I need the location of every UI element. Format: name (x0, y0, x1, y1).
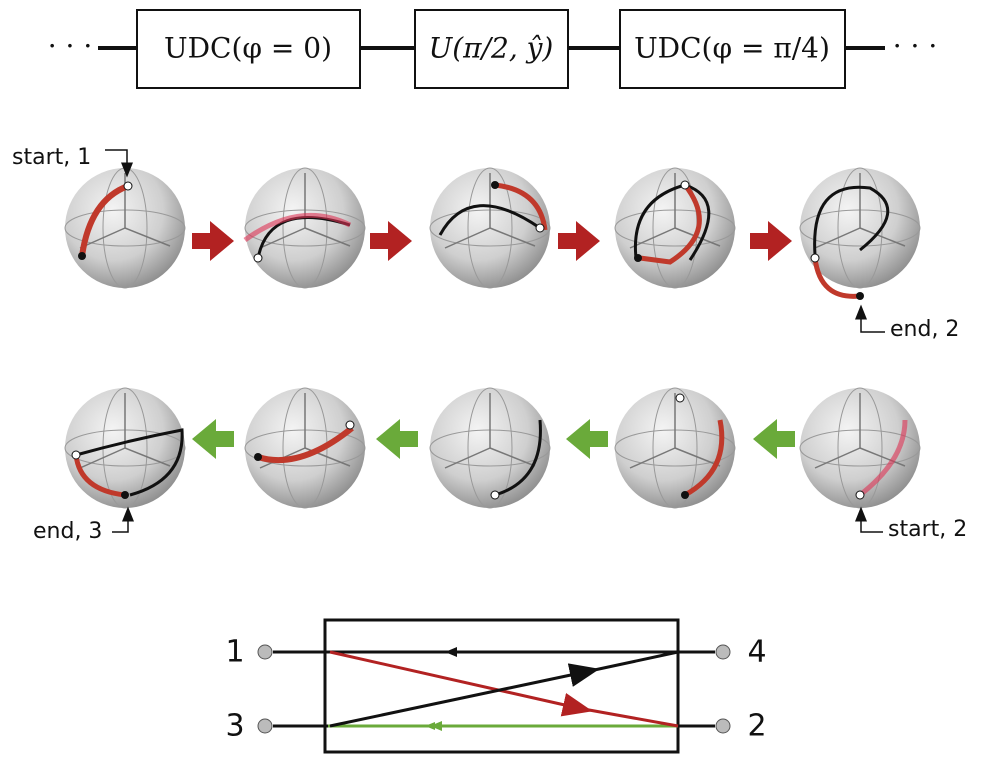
annotation: start, 1 (12, 145, 91, 170)
dots: · · · (48, 30, 93, 63)
port-label: 3 (225, 709, 244, 744)
sphere-row-1 (65, 168, 920, 300)
annotation: end, 2 (890, 317, 959, 342)
sphere-row-2 (65, 388, 920, 508)
box-label: U(π/2, ŷ) (429, 32, 554, 65)
box-label: UDC(φ = 0) (164, 32, 332, 65)
annotation: end, 3 (33, 519, 102, 544)
dots: · · · (893, 30, 938, 63)
port-label: 2 (747, 709, 766, 744)
port-label: 4 (747, 635, 766, 670)
box-label: UDC(φ = π/4) (634, 32, 830, 65)
circulator: 1 4 3 2 (225, 620, 766, 752)
figure: · · · UDC(φ = 0) U(π/2, ŷ) UDC(φ = π/4) … (0, 0, 981, 758)
annotation: start, 2 (888, 517, 967, 542)
pipeline: · · · UDC(φ = 0) U(π/2, ŷ) UDC(φ = π/4) … (48, 10, 938, 88)
port-label: 1 (225, 635, 244, 670)
